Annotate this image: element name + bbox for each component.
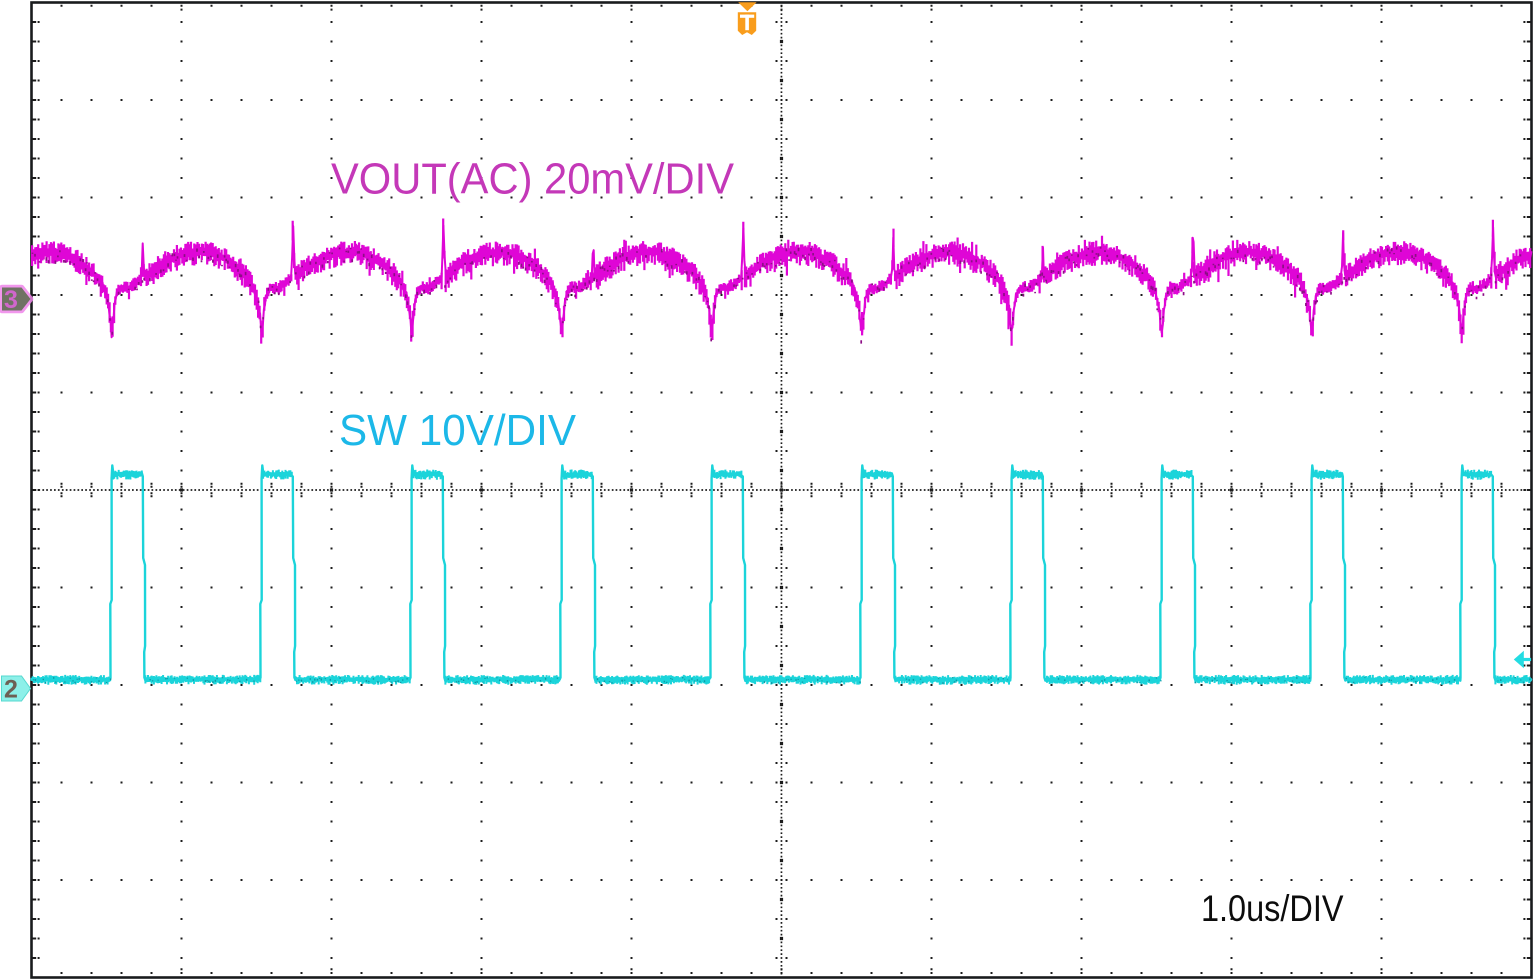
svg-text:3: 3 xyxy=(4,286,18,314)
svg-text:SW 10V/DIV: SW 10V/DIV xyxy=(339,407,576,455)
svg-text:VOUT(AC) 20mV/DIV: VOUT(AC) 20mV/DIV xyxy=(331,156,734,204)
svg-text:2: 2 xyxy=(4,676,18,704)
svg-text:1.0us/DIV: 1.0us/DIV xyxy=(1201,888,1344,929)
